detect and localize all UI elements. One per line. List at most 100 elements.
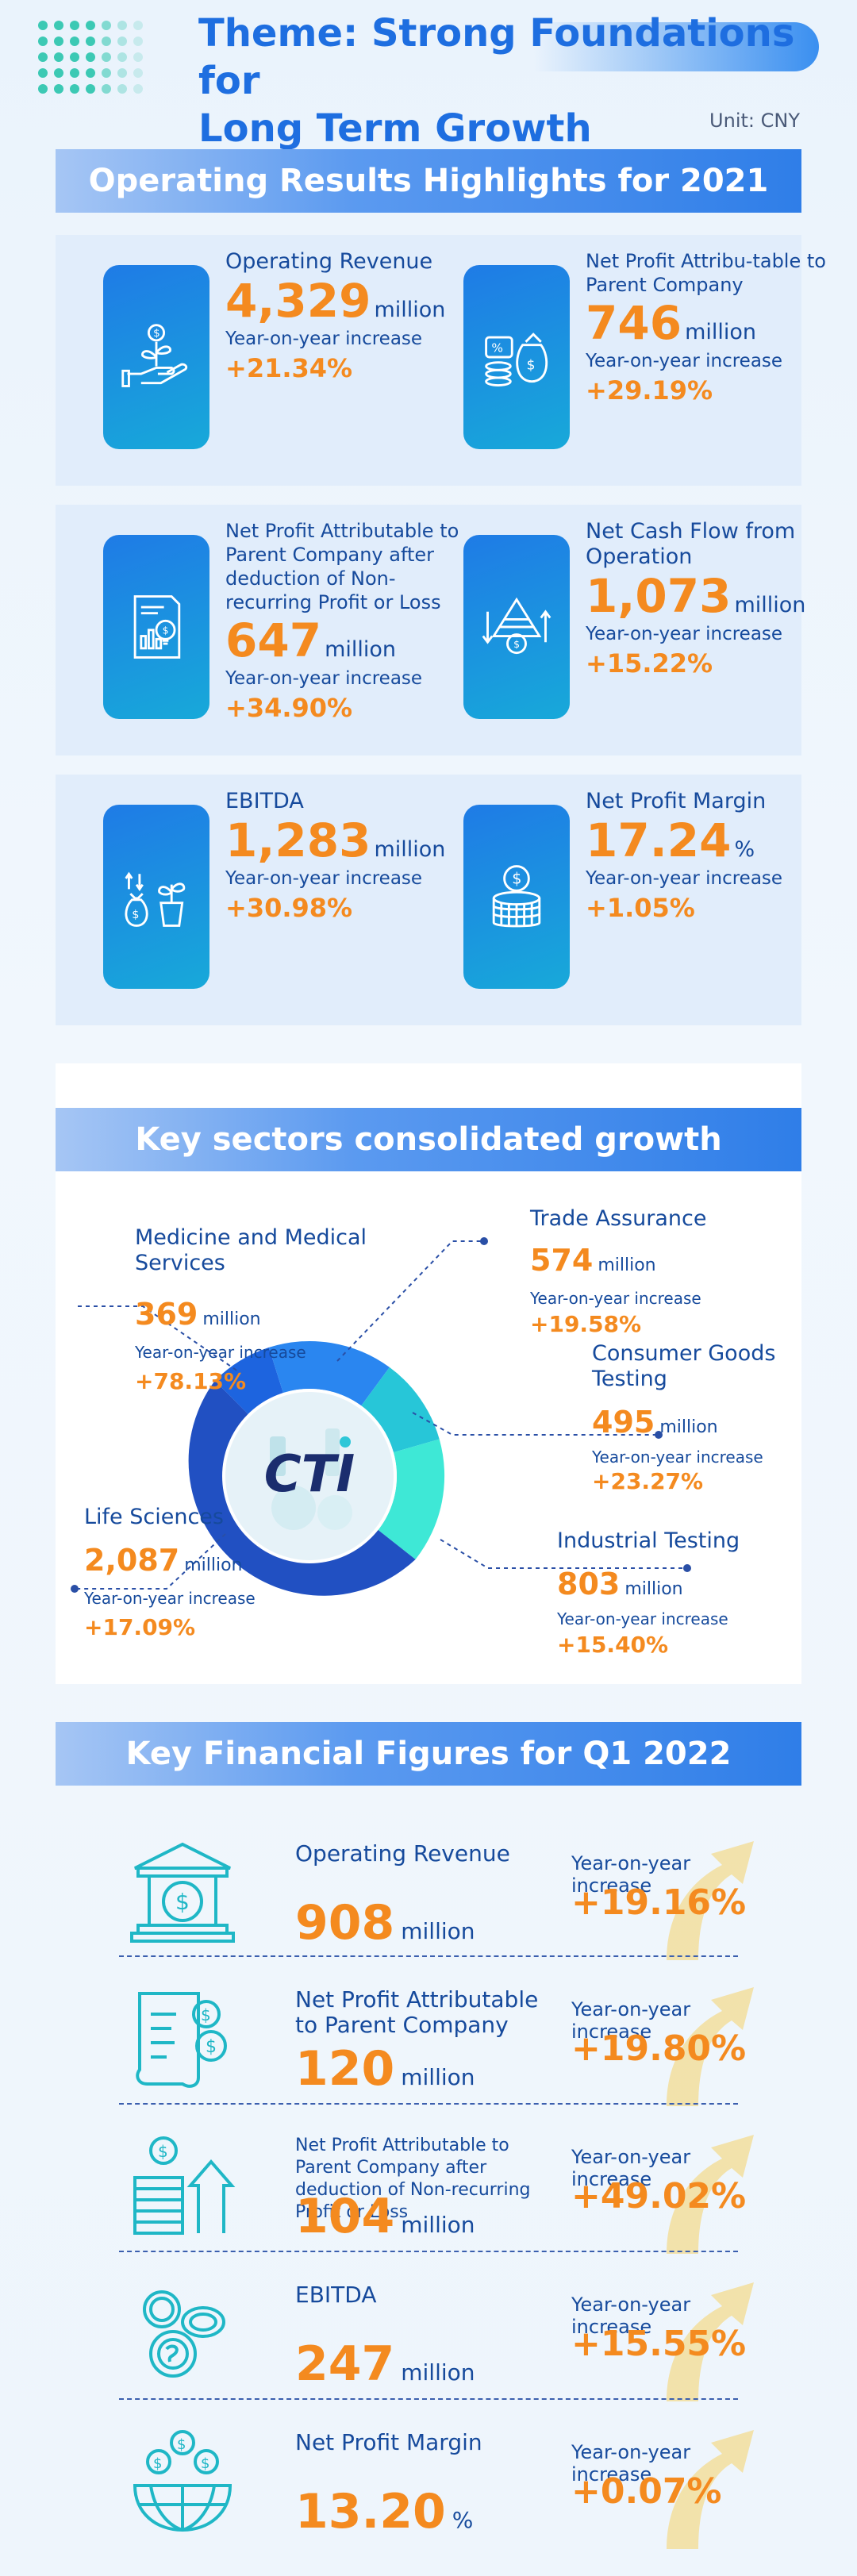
dot-grid-decoration [38,21,143,94]
svg-text:$: $ [513,638,520,650]
q1-value: 247 million [295,2336,475,2392]
q1-value: 13.20% [295,2484,474,2539]
svg-text:$: $ [526,357,535,373]
report-bulb-icon: $ [103,535,209,719]
sector-label-life: Life Sciences [84,1505,224,1529]
q1-yoy-value: +0.07% [571,2471,722,2512]
q1-row: $ Operating Revenue 908 million Year-on-y… [119,1817,754,1963]
card-unit: million [374,837,446,862]
svg-text:$: $ [201,2005,211,2024]
header-accent-bar [184,22,819,71]
q1-yoy-value: +15.55% [571,2324,747,2364]
q1-yoy-label: Year-on-year increase [571,2146,691,2190]
growth-arrow-icon [667,2135,754,2254]
highlight-card: $ EBITDA 1,283 million Year-on-year incre… [103,789,468,995]
cti-logo-dot [340,1436,351,1448]
sector-label-trade: Trade Assurance [530,1206,707,1231]
card-yoy-value: +15.22% [586,648,713,679]
q1-label: EBITDA [295,2282,377,2308]
card-yoy-label: Year-on-year increase [225,329,423,349]
q1-row: $ $ $ Net Profit Margin 13.20% Year-on-y… [119,2406,754,2552]
q1-yoy-value: +19.16% [571,1882,747,1923]
donut-segment-life [188,1380,416,1596]
highlights-panel-1: $ Operating Revenue 4,329 million Year-on… [56,235,826,486]
q1-label: Net Profit Attributable to Parent Compan… [295,1986,539,2038]
cti-logo: CTI [263,1445,355,1504]
sector-yoy-industrial: +15.40% [557,1632,669,1658]
card-value: 1,073 [586,569,732,623]
unit-label: Unit: CNY [709,110,800,132]
svg-text:$: $ [132,909,139,921]
sector-label-medicine: Medicine and Medical Services [135,1225,367,1275]
sector-yoy-medicine: +78.13% [135,1368,247,1394]
q1-row: EBITDA 247 million Year-on-year increase … [119,2259,754,2405]
highlight-card: $ Net Profit Attributable to Parent Comp… [103,519,468,725]
sector-value-medicine: 369 million [135,1297,261,1332]
highlights-section-title: Operating Results Highlights for 2021 [56,149,801,213]
coin-bricks-arrow-icon: $ [133,2136,236,2235]
sector-yoy-label-life: Year-on-year increase [84,1589,256,1608]
card-yoy-value: +34.90% [225,693,353,723]
sector-yoy-label-industrial: Year-on-year increase [557,1609,728,1628]
sectors-panel: Key sectors consolidated growth CTI Medi… [56,1063,801,1684]
svg-text:$: $ [153,328,160,340]
card-yoy-label: Year-on-year increase [225,868,423,889]
q1-row: $ $ Net Profit Attributable to Parent Co… [119,1963,754,2109]
globe-coins-icon: $ $ $ [133,2430,233,2532]
money-bag-plant-icon: $ [103,805,209,989]
svg-text:$: $ [177,2436,186,2453]
card-value: 4,329 [225,274,371,328]
card-unit: million [325,637,397,662]
q1-yoy-label: Year-on-year increase [571,2293,691,2338]
page-title-line2: Long Term Growth [198,106,592,151]
sector-yoy-life: +17.09% [84,1614,196,1640]
q1-label: Net Profit Margin [295,2429,482,2455]
sector-yoy-label-consumer: Year-on-year increase [592,1448,763,1467]
q1-label: Operating Revenue [295,1840,510,1867]
card-value: 1,283 [225,813,371,867]
card-yoy-label: Year-on-year increase [586,624,783,644]
highlight-card: $ Net Cash Flow from Operation 1,073 mill… [463,519,828,725]
svg-text:$: $ [512,870,521,888]
donut-segment-consumer [361,1367,440,1453]
growth-arrow-icon [667,2282,754,2401]
donut-segment-trade [268,1340,390,1406]
document-coins-icon: $ $ [136,1992,227,2088]
growth-arrow-icon [667,1987,754,2106]
sector-label-industrial: Industrial Testing [557,1528,740,1553]
card-label: Net Profit Margin [586,789,767,813]
donut-segment-medicine [214,1347,283,1415]
card-label: Net Profit Attribu-table to Parent Compa… [586,250,826,296]
card-unit: million [685,320,757,344]
coins-pile-icon [143,2290,225,2378]
donut-segment-industrial [378,1439,445,1559]
q1-value: 908 million [295,1895,475,1951]
sector-label-consumer: Consumer Goods Testing [592,1341,776,1391]
highlight-card: $ Net Profit Margin 17.24% Year-on-year … [463,789,828,995]
card-value: 746 [586,296,682,350]
highlights-panel-2: $ Net Profit Attributable to Parent Comp… [56,505,805,755]
card-yoy-label: Year-on-year increase [225,668,423,689]
row-divider [119,2251,738,2252]
q1-yoy-value: +49.02% [571,2176,747,2217]
highlight-card: $ Operating Revenue 4,329 million Year-on… [103,249,468,456]
card-value: 17.24 [586,813,732,867]
card-yoy-label: Year-on-year increase [586,868,783,889]
svg-text:%: % [491,340,503,355]
sector-value-consumer: 495 million [592,1405,718,1440]
svg-text:$: $ [175,1889,190,1915]
card-yoy-value: +29.19% [586,375,713,406]
q1-value: 120 million [295,2041,475,2097]
q1-label: Net Profit Attributable to Parent Compan… [295,2136,531,2222]
q1-section-title: Key Financial Figures for Q1 2022 [56,1722,801,1786]
q1-yoy-label: Year-on-year increase [571,2441,691,2486]
card-value: 647 [225,613,322,667]
card-unit: % [734,837,755,862]
svg-text:$: $ [201,2455,209,2472]
bank-dollar-icon: $ [130,1842,235,1943]
highlights-panel-3: $ EBITDA 1,283 million Year-on-year incre… [56,775,801,1025]
highlight-card: % $ Net Profit Attribu-table to Parent C… [463,249,828,456]
page-title-line1: Theme: Strong Foundations for [198,11,795,103]
sector-value-industrial: 803 million [557,1567,683,1601]
q1-yoy-label: Year-on-year increase [571,1852,691,1897]
